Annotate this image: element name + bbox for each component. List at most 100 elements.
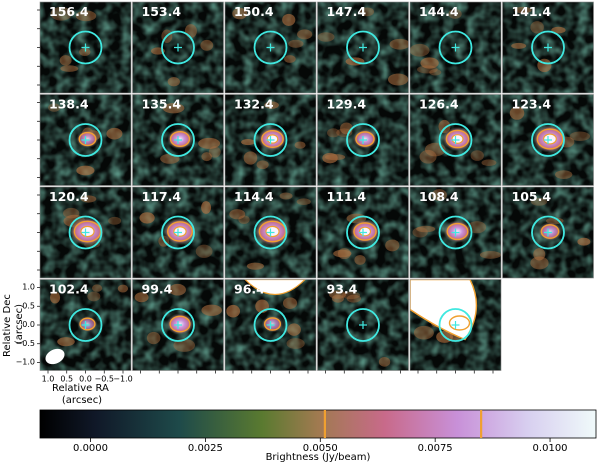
channel-panel: 99.4	[132, 279, 224, 374]
x-tick-label: 0.0	[79, 375, 92, 384]
center-cross-icon	[174, 43, 182, 52]
colorbar-tick-label: 0.0050	[303, 443, 338, 454]
channel-panel: 105.4	[502, 186, 594, 279]
channel-velocity-label: 153.4	[142, 4, 182, 19]
channel-velocity-label: 99.4	[142, 282, 173, 297]
aperture-circle-icon	[346, 30, 380, 65]
channel-panels: 156.4 153.4 150.4 147.4 144.4 141.4 138.4 135.4…	[16, 1, 594, 384]
channel-velocity-label: 132.4	[234, 97, 274, 112]
center-cross-icon	[174, 321, 182, 329]
center-cross-icon	[266, 136, 275, 144]
aperture-circle-icon	[531, 123, 565, 157]
channel-velocity-label: 126.4	[419, 97, 459, 112]
y-tick-label: 1.0	[22, 283, 35, 292]
aperture-circle-icon	[438, 30, 473, 65]
y-tick-label: 0.5	[22, 301, 35, 310]
aperture-circle-icon	[161, 30, 195, 65]
colorbar-label: Brightness (Jy/beam)	[266, 452, 371, 463]
colorbar: 0.0000 0.0025 0.0050 0.0075 0.0100 Brightnes…	[39, 409, 597, 463]
center-cross-icon	[359, 228, 367, 237]
center-cross-icon	[359, 136, 367, 144]
channel-velocity-label: 150.4	[234, 4, 274, 19]
aperture-circle-icon	[346, 308, 380, 342]
channel-panel: 117.4	[132, 186, 224, 279]
aperture-circle-icon	[161, 308, 195, 342]
channel-panel: 96.4	[224, 279, 317, 374]
channel-panel: 120.4	[37, 186, 132, 279]
center-cross-icon	[544, 136, 552, 144]
aperture-circle-icon	[253, 308, 288, 342]
channel-velocity-label: 120.4	[49, 189, 89, 204]
channel-panel: 90.4	[409, 279, 502, 374]
channel-velocity-label: 108.4	[419, 189, 459, 204]
y-axis-label: Relative Dec (arcsec)	[2, 291, 25, 357]
center-cross-icon	[174, 228, 182, 237]
center-cross-icon	[359, 43, 367, 52]
channel-velocity-label: 147.4	[327, 4, 367, 19]
colorbar-tick-label: 0.0000	[73, 443, 108, 454]
channel-velocity-label: 90.4	[419, 282, 450, 297]
x-tick-label: 1.0	[42, 375, 55, 384]
center-cross-icon	[451, 228, 460, 237]
channel-velocity-label: 129.4	[327, 97, 367, 112]
channel-panel: 147.4	[317, 1, 409, 94]
center-cross-icon	[81, 136, 90, 144]
channel-panel: 144.4	[409, 1, 502, 94]
channel-panel: 111.4	[317, 186, 409, 279]
channel-panel: 138.4	[37, 94, 132, 186]
x-tick-label: −1.0	[113, 375, 132, 384]
channel-panel: 114.4	[224, 186, 317, 279]
center-cross-icon	[174, 136, 182, 144]
center-cross-icon	[544, 43, 552, 52]
aperture-circle-icon	[253, 215, 288, 250]
beam-ellipse	[45, 348, 65, 365]
channel-velocity-label: 117.4	[142, 189, 182, 204]
x-axis-label: Relative RA (arcsec)	[52, 383, 112, 406]
channel-velocity-label: 135.4	[142, 97, 182, 112]
channel-velocity-label: 156.4	[49, 4, 89, 19]
channel-velocity-label: 105.4	[512, 189, 552, 204]
channel-velocity-label: 96.4	[234, 282, 265, 297]
channel-velocity-label: 111.4	[327, 189, 367, 204]
x-axis-label-line2: (arcsec)	[62, 395, 102, 406]
channel-panel: 126.4	[409, 94, 502, 186]
aperture-circle-icon	[438, 215, 473, 250]
x-tick-label: 0.5	[60, 375, 73, 384]
aperture-circle-icon	[346, 123, 380, 157]
channel-velocity-label: 138.4	[49, 97, 89, 112]
channel-velocity-label: 93.4	[327, 282, 358, 297]
x-tick-label: −0.5	[95, 375, 114, 384]
channel-velocity-label: 102.4	[49, 282, 89, 297]
aperture-circle-icon	[438, 308, 473, 342]
x-axis-label-line1: Relative RA	[52, 383, 109, 394]
center-cross-icon	[266, 228, 275, 237]
y-axis-label-line2: (arcsec)	[14, 304, 25, 344]
channel-velocity-label: 144.4	[419, 4, 459, 19]
center-cross-icon	[266, 321, 275, 329]
aperture-circle-icon	[346, 215, 380, 250]
channel-panel: 135.4	[132, 94, 224, 186]
colorbar-tick-label: 0.0025	[188, 443, 223, 454]
channel-panel: 123.4	[502, 94, 594, 186]
y-axis-label-line1: Relative Dec	[2, 294, 13, 357]
channel-velocity-label: 141.4	[512, 4, 552, 19]
center-cross-icon	[451, 43, 460, 52]
colorbar-tick-label: 0.0075	[418, 443, 453, 454]
aperture-circle-icon	[68, 123, 103, 157]
y-tick-label: −1.0	[16, 358, 35, 367]
center-cross-icon	[451, 136, 460, 144]
aperture-circle-icon	[68, 30, 103, 65]
channel-panel: 108.4	[409, 186, 502, 279]
channel-panel: 153.4	[132, 1, 224, 94]
y-tick-label: 0.0	[22, 320, 35, 329]
center-cross-icon	[544, 228, 552, 237]
aperture-circle-icon	[161, 123, 195, 157]
colorbar-tick-label: 0.0100	[533, 443, 568, 454]
channel-panel: 132.4	[224, 94, 317, 186]
aperture-circle-icon	[161, 215, 195, 250]
center-cross-icon	[359, 321, 367, 329]
y-tick-label: −0.5	[16, 339, 35, 348]
center-cross-icon	[81, 321, 90, 329]
aperture-circle-icon	[253, 123, 288, 157]
